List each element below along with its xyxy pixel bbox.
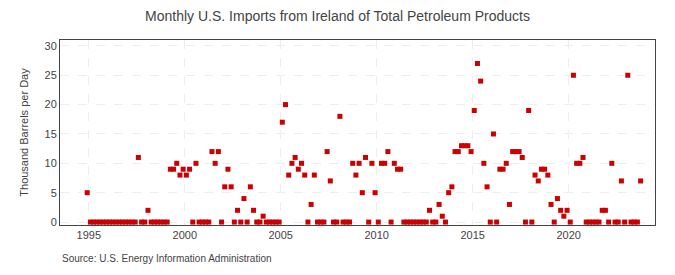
svg-text:Thousand Barrels per Day: Thousand Barrels per Day bbox=[18, 68, 30, 197]
svg-text:2015: 2015 bbox=[460, 229, 484, 241]
svg-text:30: 30 bbox=[45, 40, 57, 52]
svg-text:5: 5 bbox=[51, 187, 57, 199]
svg-text:Source: U.S. Energy Informatio: Source: U.S. Energy Information Administ… bbox=[62, 253, 272, 264]
svg-text:15: 15 bbox=[45, 128, 57, 140]
svg-text:2000: 2000 bbox=[173, 229, 197, 241]
svg-text:2005: 2005 bbox=[268, 229, 292, 241]
svg-text:2020: 2020 bbox=[556, 229, 580, 241]
svg-text:25: 25 bbox=[45, 69, 57, 81]
svg-text:Monthly U.S. Imports from Irel: Monthly U.S. Imports from Ireland of Tot… bbox=[145, 8, 530, 24]
svg-text:0: 0 bbox=[51, 216, 57, 228]
svg-text:20: 20 bbox=[45, 98, 57, 110]
svg-text:2010: 2010 bbox=[364, 229, 388, 241]
svg-text:1995: 1995 bbox=[77, 229, 101, 241]
svg-text:10: 10 bbox=[45, 157, 57, 169]
